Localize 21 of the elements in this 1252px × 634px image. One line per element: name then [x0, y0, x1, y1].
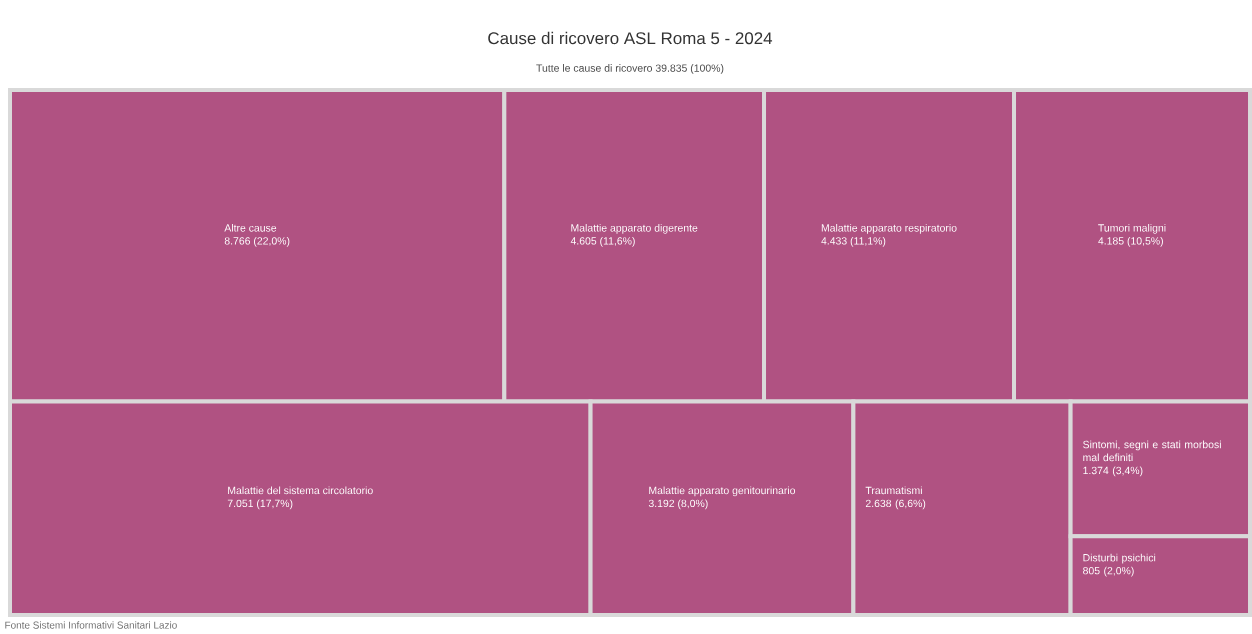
data-label: 805 (2,0%)	[1083, 566, 1134, 577]
text: Cause di ricovero ASL Roma 5 - 2024	[488, 31, 773, 45]
category-label: Malattie apparato digerente	[571, 223, 698, 234]
category-label: Sintomi, segni e stati morbosi mal definiti	[1083, 440, 1221, 462]
category-label: Malattie apparato genitourinario	[649, 486, 796, 497]
data-label: 7.051 (17,7%)	[227, 499, 293, 510]
text: Tutte le cause di ricovero 39.835 (100%)	[536, 64, 724, 74]
data-label: 8.766 (22,0%)	[224, 236, 290, 247]
source-note: Fonte Sistemi Informativi Sanitari Lazio	[5, 621, 177, 629]
data-label: 3.192 (8,0%)	[648, 499, 708, 510]
data-label: 4.605 (11,6%)	[570, 236, 635, 247]
data-label: 4.433 (11,1%)	[821, 236, 886, 247]
data-label: 4.185 (10,5%)	[1098, 236, 1163, 247]
category-label: Altre cause	[224, 223, 277, 232]
category-label: Malattie del sistema circolatorio	[228, 486, 373, 495]
category-label: Malattie apparato respiratorio	[821, 223, 957, 234]
category-label: Traumatismi	[865, 486, 922, 495]
category-label: Disturbi psichici	[1083, 553, 1156, 564]
data-label: 2.638 (6,6%)	[865, 499, 926, 510]
category-label: Tumori maligni	[1098, 223, 1166, 234]
data-label: 1.374 (3,4%)	[1083, 466, 1143, 477]
